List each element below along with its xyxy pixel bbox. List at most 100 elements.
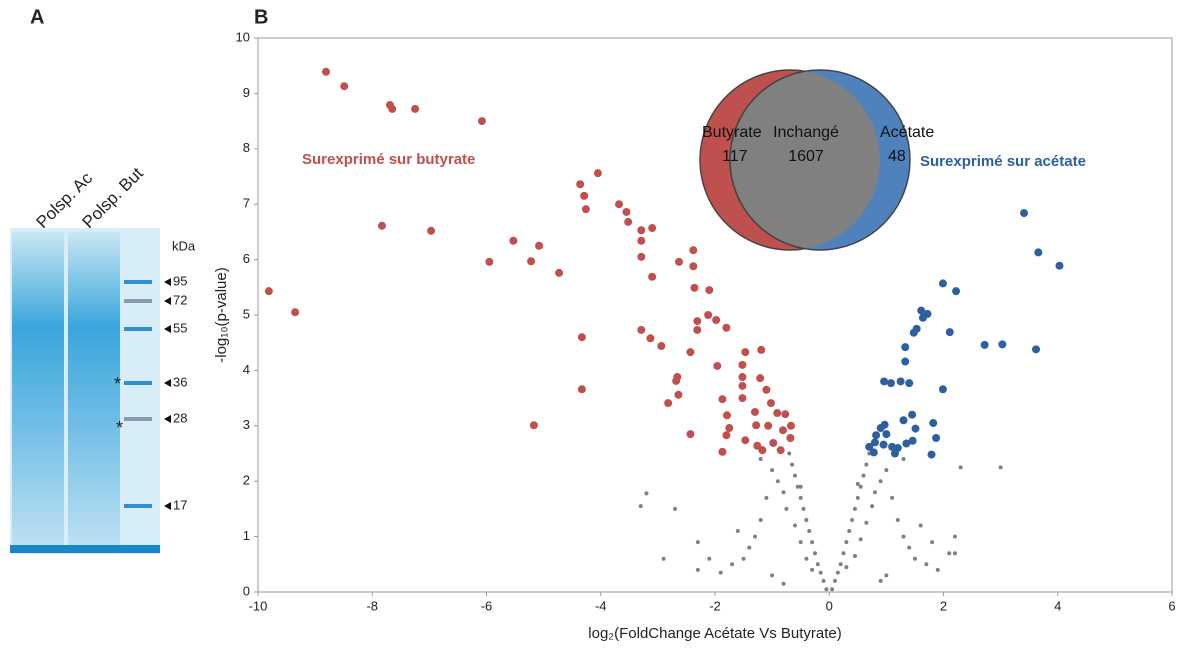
- marker-label: 36: [173, 374, 187, 389]
- point: [872, 431, 881, 440]
- point: [945, 328, 954, 337]
- x-axis-label: log₂(FoldChange Acétate Vs Butyrate): [588, 625, 841, 642]
- point: [896, 377, 905, 386]
- point: [527, 257, 536, 266]
- venn-count: 1607: [788, 148, 824, 165]
- marker-arrow: [164, 278, 171, 286]
- gel-lane: [12, 232, 64, 550]
- point: [675, 257, 684, 266]
- point: [852, 506, 857, 511]
- point: [764, 421, 773, 430]
- marker-arrow: [164, 415, 171, 423]
- point: [340, 82, 349, 91]
- point: [689, 246, 698, 255]
- point: [1032, 345, 1041, 354]
- point: [869, 448, 878, 457]
- point: [770, 468, 775, 473]
- point: [672, 376, 681, 385]
- point: [908, 410, 917, 419]
- point: [878, 479, 883, 484]
- x-tick-label: 2: [940, 598, 947, 613]
- point: [958, 465, 963, 470]
- point: [901, 457, 906, 462]
- point: [707, 556, 712, 561]
- point: [884, 573, 889, 578]
- marker-arrow: [164, 379, 171, 387]
- panel-label: A: [30, 6, 44, 28]
- marker-arrow: [164, 325, 171, 333]
- point: [485, 257, 494, 266]
- y-tick-label: 1: [243, 528, 250, 543]
- point: [644, 491, 649, 496]
- point: [882, 430, 891, 439]
- venn-label: Inchangé: [773, 124, 839, 141]
- point: [886, 379, 895, 388]
- point: [901, 534, 906, 539]
- venn-label: Acétate: [880, 124, 934, 141]
- point: [673, 506, 678, 511]
- point: [769, 438, 778, 447]
- point: [747, 545, 752, 550]
- point: [830, 587, 835, 592]
- point: [722, 323, 731, 332]
- point: [998, 340, 1007, 349]
- point: [577, 385, 586, 394]
- point: [865, 442, 874, 451]
- point: [824, 587, 829, 592]
- point: [812, 551, 817, 556]
- point: [705, 286, 714, 295]
- point: [912, 556, 917, 561]
- point: [664, 399, 673, 408]
- point: [879, 440, 888, 449]
- point: [718, 447, 727, 456]
- point: [947, 551, 952, 556]
- asterisk: *: [114, 374, 121, 394]
- gel-front: [10, 545, 160, 553]
- point: [786, 433, 795, 442]
- point: [864, 520, 869, 525]
- y-tick-label: 4: [243, 362, 250, 377]
- point: [787, 451, 792, 456]
- point: [818, 570, 823, 575]
- point: [752, 421, 761, 430]
- point: [927, 450, 936, 459]
- point: [695, 540, 700, 545]
- point: [832, 578, 837, 583]
- marker-arrow: [164, 297, 171, 305]
- point: [648, 272, 657, 281]
- point: [762, 385, 771, 394]
- point: [778, 426, 787, 435]
- point: [870, 504, 875, 509]
- point: [932, 433, 941, 442]
- point: [775, 479, 780, 484]
- y-tick-label: 0: [243, 583, 250, 598]
- point: [792, 523, 797, 528]
- point: [890, 449, 899, 458]
- point: [980, 340, 989, 349]
- point: [908, 436, 917, 445]
- point: [758, 446, 767, 455]
- point: [757, 345, 766, 354]
- point: [693, 317, 702, 326]
- point: [952, 551, 957, 556]
- point: [890, 495, 895, 500]
- point: [661, 556, 666, 561]
- x-tick-label: 6: [1168, 598, 1175, 613]
- point: [695, 567, 700, 572]
- point: [895, 517, 900, 522]
- point: [850, 517, 855, 522]
- marker-label: 72: [173, 292, 187, 307]
- point: [693, 325, 702, 334]
- point: [781, 410, 790, 419]
- point: [835, 570, 840, 575]
- point: [722, 411, 731, 420]
- point: [750, 407, 759, 416]
- point: [918, 523, 923, 528]
- y-tick-label: 6: [243, 251, 250, 266]
- point: [899, 416, 908, 425]
- venn-count: 48: [888, 148, 906, 165]
- point: [624, 217, 633, 226]
- point: [718, 395, 727, 404]
- point: [752, 534, 757, 539]
